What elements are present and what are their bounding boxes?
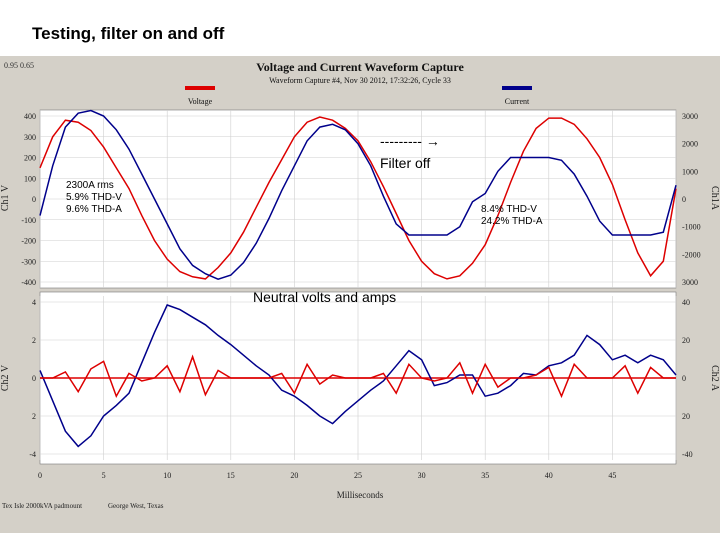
left-tick-label: 300	[24, 133, 36, 142]
legend-voltage-label: Voltage	[188, 97, 213, 106]
right-tick-label: 0	[682, 374, 686, 383]
legend-current-swatch	[502, 86, 532, 90]
upper-right-axis-label: Ch1A	[709, 186, 720, 211]
waveform-capture-window: 0.95 0.65 Voltage and Current Waveform C…	[0, 56, 720, 533]
x-tick-label: 0	[38, 471, 42, 480]
left-tick-label: 2	[32, 412, 36, 421]
legend-current-label: Current	[505, 97, 530, 106]
left-stats-line-3: 9.6% THD-A	[66, 204, 122, 215]
waveform-capture-svg: 0.95 0.65 Voltage and Current Waveform C…	[0, 60, 720, 510]
right-tick-label: 20	[682, 412, 690, 421]
right-tick-label: -2000	[682, 250, 701, 259]
right-tick-label: -40	[682, 450, 693, 459]
series-line-p2-2	[40, 354, 676, 399]
left-tick-label: -400	[21, 278, 36, 287]
left-tick-label: 200	[24, 154, 36, 163]
filter-arrow-glyph: →	[426, 133, 440, 149]
right-tick-label: 3000	[682, 112, 698, 121]
right-tick-label: 2000	[682, 140, 698, 149]
x-tick-label: 30	[418, 471, 426, 480]
neutral-label: Neutral volts and amps	[253, 289, 396, 305]
footer-right: George West, Texas	[108, 502, 164, 510]
right-tick-label: 20	[682, 336, 690, 345]
right-stats-line-1: 8.4% THD-V	[481, 204, 537, 215]
x-tick-label: 20	[290, 471, 298, 480]
lower-right-axis-label: Ch2 A	[709, 365, 720, 392]
x-tick-label: 25	[354, 471, 362, 480]
series-line-p1-2	[39, 109, 677, 281]
right-tick-label: 3000	[682, 278, 698, 287]
left-tick-label: -300	[21, 257, 36, 266]
x-tick-label: 45	[608, 471, 616, 480]
right-tick-label: -1000	[682, 223, 701, 232]
left-stats-line-1: 2300A rms	[66, 180, 114, 191]
x-tick-label: 15	[227, 471, 235, 480]
left-tick-label: -4	[29, 450, 36, 459]
x-tick-label: 5	[102, 471, 106, 480]
lower-left-axis-label: Ch2 V	[0, 364, 11, 391]
legend-voltage-swatch	[185, 86, 215, 90]
slide-title: Testing, filter on and off	[32, 24, 225, 43]
right-tick-label: 40	[682, 298, 690, 307]
left-tick-label: 4	[32, 298, 36, 307]
filter-arrow: --------- →	[380, 133, 440, 149]
right-tick-label: 1000	[682, 167, 698, 176]
right-tick-label: 0	[682, 195, 686, 204]
filter-off-label: Filter off	[380, 155, 430, 171]
filter-arrow-dashes: ---------	[380, 133, 426, 149]
series-line-p2-1	[39, 304, 677, 448]
x-tick-label: 35	[481, 471, 489, 480]
footer-left: Tex Isle 2000kVA padmount	[2, 502, 82, 510]
left-stats-line-2: 5.9% THD-V	[66, 192, 122, 203]
left-tick-label: 100	[24, 174, 36, 183]
x-axis-label: Milliseconds	[337, 490, 384, 500]
upper-left-axis-label: Ch1 V	[0, 184, 11, 211]
capture-subtitle: Waveform Capture #4, Nov 30 2012, 17:32:…	[269, 76, 451, 85]
left-tick-label: 0	[32, 195, 36, 204]
left-tick-label: -200	[21, 237, 36, 246]
series-line-p1-1	[39, 116, 677, 280]
capture-title: Voltage and Current Waveform Capture	[256, 60, 464, 74]
right-stats-line-2: 24.2% THD-A	[481, 216, 543, 227]
left-tick-label: -100	[21, 216, 36, 225]
left-tick-label: 400	[24, 112, 36, 121]
x-tick-label: 40	[545, 471, 553, 480]
left-tick-label: 0	[32, 374, 36, 383]
left-tick-label: 2	[32, 336, 36, 345]
x-tick-label: 10	[163, 471, 171, 480]
corner-values: 0.95 0.65	[4, 61, 34, 70]
